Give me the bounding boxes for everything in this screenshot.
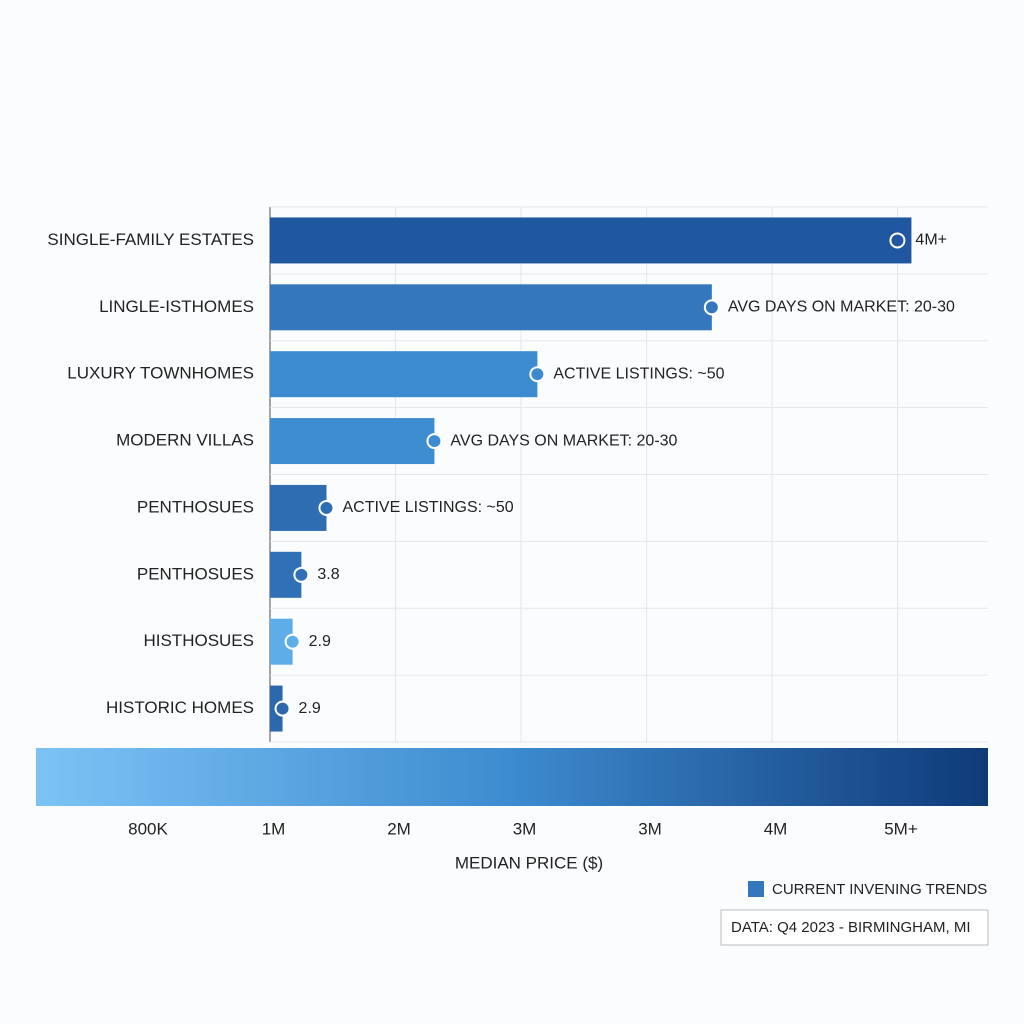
y-tick-label: MODERN VILLAS	[116, 431, 254, 450]
y-tick-label: SINGLE-FAMILY ESTATES	[47, 230, 254, 249]
bar	[270, 418, 435, 465]
annotation: AVG DAYS ON MARKET: 20-30	[450, 432, 677, 449]
annotation: 3.8	[317, 566, 339, 583]
bar	[270, 284, 712, 331]
legend-label: CURRENT INVENING TRENDS	[772, 881, 987, 898]
annotation: ACTIVE LISTINGS: ~50	[553, 365, 724, 382]
y-tick-label: PENTHOSUES	[137, 497, 254, 516]
bar-end-dot	[889, 232, 906, 249]
bar-end-dot	[703, 299, 720, 316]
bar	[270, 217, 912, 264]
annotation: 2.9	[299, 700, 321, 717]
colorbar-label: 1M	[262, 819, 286, 838]
bar	[270, 484, 327, 531]
bar-end-dot	[318, 499, 335, 516]
y-tick-label: LINGLE-ISTHOMES	[99, 297, 254, 316]
y-tick-label: HISTORIC HOMES	[106, 698, 254, 717]
x-axis-title: MEDIAN PRICE ($)	[455, 853, 603, 872]
colorbar-label: 3M	[638, 819, 662, 838]
colorbar-label: 800K	[128, 819, 168, 838]
bar-end-dot	[293, 566, 310, 583]
y-tick-label: HISTHOSUES	[143, 631, 254, 650]
y-tick-label: PENTHOSUES	[137, 564, 254, 583]
colorbar-label: 5M+	[884, 819, 918, 838]
bar-end-dot	[426, 433, 443, 450]
bar-end-dot	[529, 366, 546, 383]
annotation: ACTIVE LISTINGS: ~50	[342, 499, 513, 516]
source-box	[720, 909, 989, 946]
annotation: 4M+	[915, 232, 947, 249]
source: DATA: Q4 2023 - BIRMINGHAM, MI	[731, 919, 971, 936]
bar	[270, 618, 293, 665]
annotation: AVG DAYS ON MARKET: 20-30	[728, 299, 955, 316]
colorbar-label: 4M	[764, 819, 788, 838]
bar	[270, 351, 538, 398]
colorbar-label: 2M	[387, 819, 411, 838]
y-tick-label: LUXURY TOWNHOMES	[67, 364, 254, 383]
bar-end-dot	[284, 633, 301, 650]
colorbar-label: 3M	[513, 819, 537, 838]
legend-swatch	[748, 881, 764, 897]
annotation: 2.9	[309, 633, 331, 650]
colorbar	[36, 748, 988, 806]
bar-end-dot	[274, 700, 291, 717]
